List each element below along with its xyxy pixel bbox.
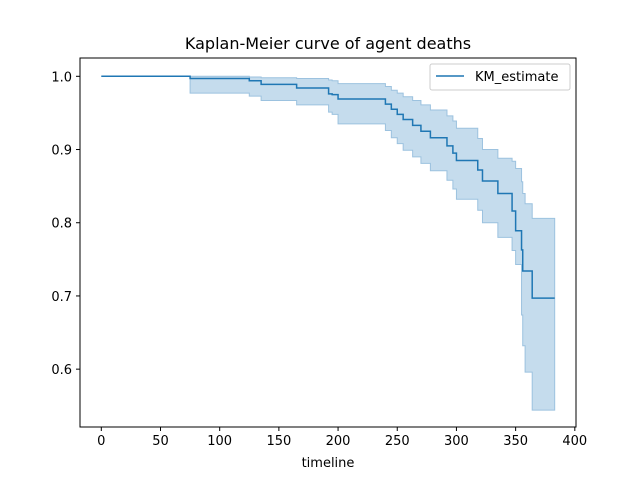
axes-frame bbox=[79, 57, 577, 428]
y-tick-label: 0.8 bbox=[51, 217, 72, 232]
confidence-band bbox=[101, 75, 556, 411]
x-tick-label: 350 bbox=[503, 434, 528, 449]
plot-area bbox=[101, 75, 556, 411]
x-tick-label: 300 bbox=[444, 434, 469, 449]
x-tick-label: 100 bbox=[207, 434, 232, 449]
x-tick-label: 200 bbox=[326, 434, 351, 449]
chart-title: Kaplan-Meier curve of agent deaths bbox=[185, 34, 471, 53]
legend: KM_estimate bbox=[429, 63, 571, 91]
y-tick-label: 0.9 bbox=[51, 144, 72, 159]
x-axis-ticks: 0 50 100 150 200 250 300 350 400 bbox=[97, 427, 587, 449]
x-tick-label: 400 bbox=[562, 434, 587, 449]
x-axis-label: timeline bbox=[302, 456, 355, 471]
y-tick-label: 0.6 bbox=[51, 363, 72, 378]
km-estimate-line bbox=[101, 75, 555, 299]
x-tick-label: 150 bbox=[266, 434, 291, 449]
x-tick-label: 250 bbox=[385, 434, 410, 449]
legend-box bbox=[429, 63, 571, 91]
y-tick-label: 0.7 bbox=[51, 290, 72, 305]
legend-label-km-estimate: KM_estimate bbox=[475, 70, 558, 85]
x-tick-label: 50 bbox=[152, 434, 169, 449]
y-tick-label: 1.0 bbox=[51, 70, 72, 85]
x-tick-label: 0 bbox=[97, 434, 105, 449]
y-axis-ticks: 0.6 0.7 0.8 0.9 1.0 bbox=[51, 70, 80, 378]
